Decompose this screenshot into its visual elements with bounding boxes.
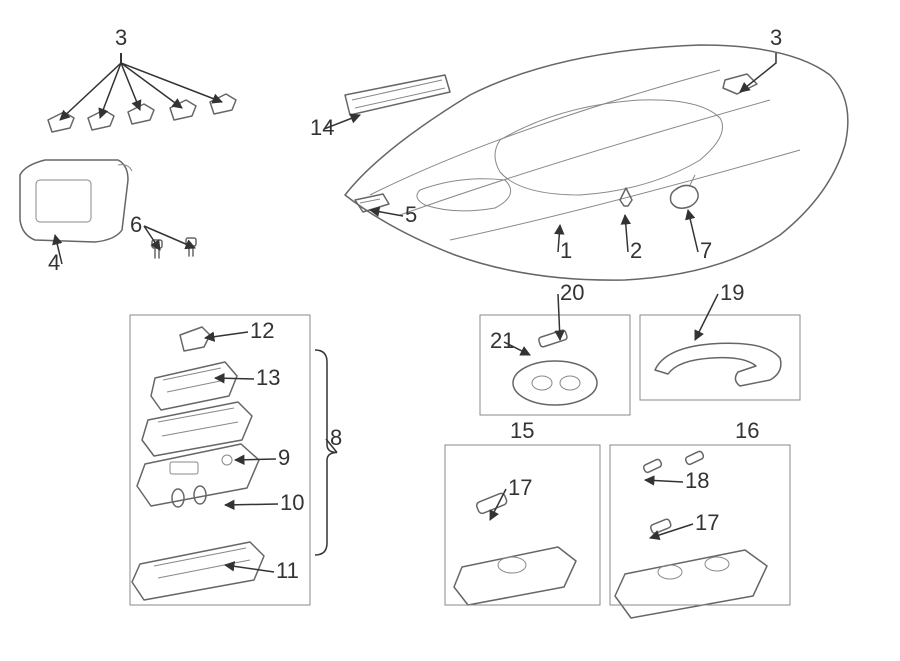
callout-label: 6 xyxy=(130,212,142,237)
panel-p15 xyxy=(445,445,600,605)
callout-label: 15 xyxy=(510,418,534,443)
callout-label: 3 xyxy=(770,25,782,50)
panel-19-parts xyxy=(655,343,781,386)
callout-label: 12 xyxy=(250,318,274,343)
callout-label: 5 xyxy=(405,202,417,227)
callout-label: 17 xyxy=(508,475,532,500)
callout-label: 9 xyxy=(278,445,290,470)
callout-label: 16 xyxy=(735,418,759,443)
leader xyxy=(121,53,140,110)
callout-label: 13 xyxy=(256,365,280,390)
leader xyxy=(225,504,278,505)
callout-label: 14 xyxy=(310,115,334,140)
callout-label: 8 xyxy=(330,425,342,450)
brace xyxy=(315,350,337,555)
callout-label: 17 xyxy=(695,510,719,535)
panel-8-parts xyxy=(132,327,264,600)
callout-label: 10 xyxy=(280,490,304,515)
leader xyxy=(625,215,628,252)
callout-label: 18 xyxy=(685,468,709,493)
callout-label: 4 xyxy=(48,250,60,275)
sun-visor-4 xyxy=(20,160,132,242)
leader xyxy=(215,378,254,379)
leader xyxy=(225,565,274,572)
clip-2 xyxy=(620,188,632,206)
panel-15-parts xyxy=(454,492,576,605)
brackets-3-row xyxy=(48,94,236,132)
leader xyxy=(121,53,222,102)
leader xyxy=(121,53,182,108)
callout-label: 19 xyxy=(720,280,744,305)
leader xyxy=(100,53,121,118)
callout-label: 20 xyxy=(560,280,584,305)
leader xyxy=(695,294,718,340)
leader xyxy=(235,459,276,460)
callout-label: 21 xyxy=(490,328,514,353)
callout-label: 2 xyxy=(630,238,642,263)
callout-label: 3 xyxy=(115,25,127,50)
sunroof-trim-14 xyxy=(345,75,450,115)
callout-label: 1 xyxy=(560,238,572,263)
bracket-5 xyxy=(355,194,389,212)
bracket-3-right xyxy=(723,74,757,94)
callout-label: 7 xyxy=(700,238,712,263)
panel-20-parts xyxy=(513,329,597,405)
leader xyxy=(645,480,683,482)
leader xyxy=(740,53,776,92)
parts-diagram: 331451274689101112131516171718192021 xyxy=(0,0,900,661)
leader xyxy=(205,332,248,338)
callout-label: 11 xyxy=(276,558,299,583)
leader xyxy=(688,210,698,252)
